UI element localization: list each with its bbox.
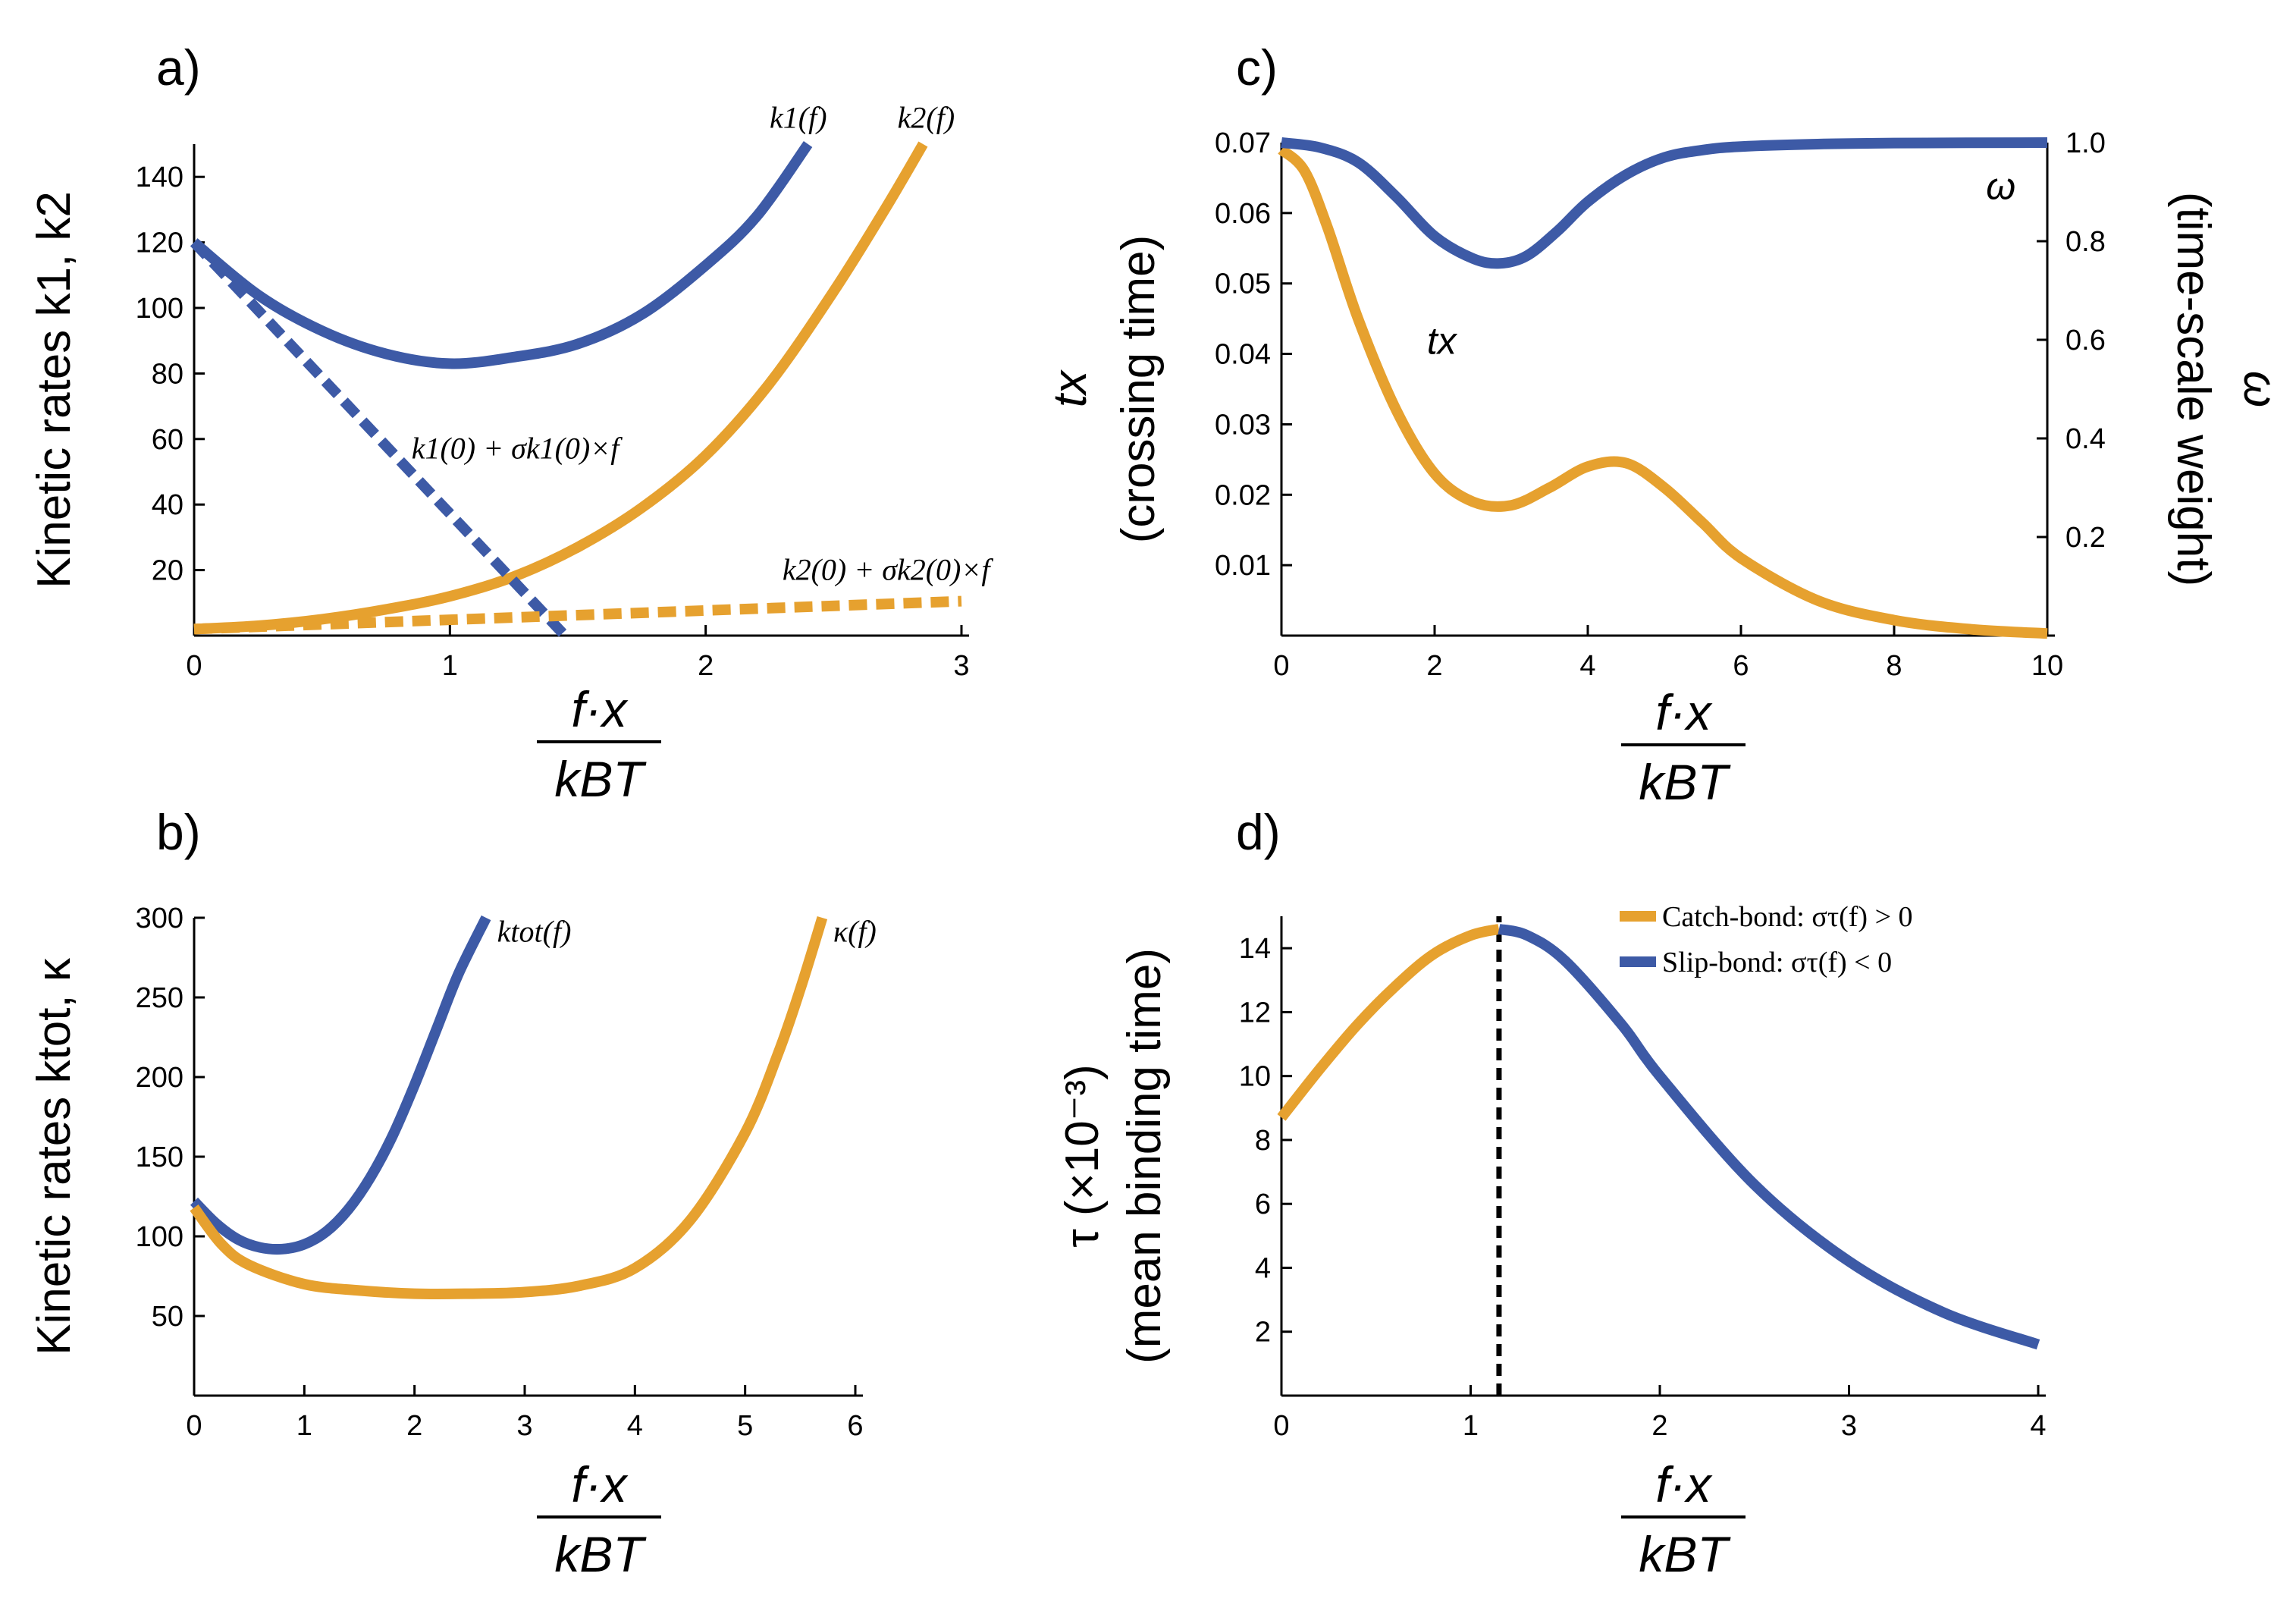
annotation-label: k1(f): [770, 100, 827, 134]
x-axis-label-numerator: f·x: [1655, 684, 1712, 740]
y-tick-label: 300: [136, 903, 183, 934]
y-tick-label: 2: [1255, 1317, 1271, 1349]
y2-tick-label: 1.0: [2065, 127, 2106, 159]
series-line-0-1: [193, 141, 928, 635]
y-tick-label: 150: [136, 1142, 183, 1173]
y-tick-label: 140: [136, 162, 183, 193]
annotation-label: κ(f): [833, 915, 877, 949]
panel-label: a): [156, 39, 201, 96]
annotation-label: ω: [1986, 165, 2015, 207]
panel-a: 0 1 2 3 20 40 60 80 100 120 140 a) Kinetic rates k1,…: [28, 39, 993, 807]
x-tick-label: 3: [1841, 1410, 1857, 1442]
y-axis-sublabel: (crossing time): [1112, 235, 1165, 544]
y-tick-label: 250: [136, 982, 183, 1014]
annotation-label: k2(0) + σk2(0)×f: [783, 553, 994, 587]
x-tick-label: 2: [406, 1410, 422, 1442]
x-axis-label-denominator: kBT: [554, 751, 647, 807]
y-tick-label: 4: [1255, 1252, 1271, 1284]
y-axis-sublabel: (mean binding time): [1118, 948, 1171, 1364]
y-axis-label: τ (×10⁻³): [1056, 1064, 1109, 1248]
x-tick-label: 6: [847, 1410, 863, 1442]
series-line-0-3: [193, 595, 962, 635]
x-tick-label: 3: [516, 1410, 532, 1442]
y-tick-label: 40: [152, 489, 183, 521]
y2-axis-label: ω: [2234, 371, 2286, 407]
x-axis-label-numerator: f·x: [1655, 1456, 1712, 1512]
series-line-2-0: [1278, 145, 2048, 639]
y-tick-label: 0.03: [1215, 409, 1271, 441]
x-tick-label: 2: [1651, 1410, 1667, 1442]
panel-b: 0 1 2 3 4 5 6 50 100 150 200 250 300 b) Kinetic rates …: [28, 804, 877, 1582]
annotation-label: tx: [1427, 320, 1458, 363]
y-axis-label: Kinetic rates ktot, κ: [28, 957, 80, 1355]
y2-tick-label: 0.6: [2065, 325, 2106, 356]
y-tick-label: 50: [152, 1301, 183, 1333]
y-tick-label: 8: [1255, 1125, 1271, 1157]
x-axis-label-numerator: f·x: [571, 681, 628, 737]
y-tick-label: 100: [136, 293, 183, 325]
legend-label: Slip-bond: στ(f) < 0: [1662, 947, 1892, 978]
y-tick-label: 0.06: [1215, 198, 1271, 230]
legend-label: Catch-bond: στ(f) > 0: [1662, 901, 1913, 933]
legend: Catch-bond: στ(f) > 0 Slip-bond: στ(f) < …: [1620, 901, 1913, 978]
x-tick-label: 0: [186, 650, 202, 682]
x-tick-label: 2: [1426, 650, 1442, 682]
y2-axis-sublabel: (time-scale weight): [2167, 192, 2219, 586]
y-tick-label: 0.02: [1215, 479, 1271, 511]
y-tick-label: 20: [152, 555, 183, 587]
series-line-1-0: [190, 915, 491, 1255]
x-tick-label: 5: [737, 1410, 753, 1442]
series-line-3-0: [1277, 924, 1501, 1121]
panel-label: c): [1236, 39, 1278, 96]
y2-tick-label: 0.2: [2065, 522, 2106, 554]
x-axis-label-denominator: kBT: [1639, 1526, 1731, 1582]
y-tick-label: 0.05: [1215, 269, 1271, 300]
y-tick-label: 6: [1255, 1189, 1271, 1220]
y-axis-label: Kinetic rates k1, k2: [28, 191, 80, 589]
x-tick-label: 1: [296, 1410, 312, 1442]
y-tick-label: 12: [1239, 997, 1271, 1029]
x-axis-label-denominator: kBT: [1639, 754, 1731, 810]
x-tick-label: 1: [1463, 1410, 1479, 1442]
annotation-label: ktot(f): [497, 915, 572, 949]
x-tick-label: 0: [1273, 1410, 1289, 1442]
y-axis-label: tx: [1044, 369, 1096, 407]
y-tick-label: 200: [136, 1062, 183, 1094]
x-axis-label-numerator: f·x: [571, 1456, 628, 1512]
y2-tick-label: 0.4: [2065, 423, 2106, 455]
y-tick-label: 60: [152, 424, 183, 456]
series-line-1-1: [190, 915, 828, 1299]
x-tick-label: 0: [1273, 650, 1289, 682]
x-axis-label-denominator: kBT: [554, 1526, 647, 1582]
y2-tick-label: 0.8: [2065, 226, 2106, 258]
series-line-3-1: [1498, 924, 2040, 1350]
panel-label: d): [1236, 804, 1281, 860]
y-tick-label: 0.01: [1215, 550, 1271, 582]
y-tick-label: 14: [1239, 933, 1271, 965]
y-tick-label: 80: [152, 358, 183, 390]
x-tick-label: 4: [2030, 1410, 2046, 1442]
panel-c: 0 2 4 6 8 10 0.01 0.02 0.03 0.04 0.05 0.06 0.07 0.2 0.…: [1044, 39, 2286, 810]
y-tick-label: 0.04: [1215, 339, 1271, 371]
x-tick-label: 0: [186, 1410, 202, 1442]
x-tick-label: 8: [1886, 650, 1902, 682]
panel-label: b): [156, 804, 201, 860]
series-line-0-0: [190, 140, 813, 369]
x-tick-label: 2: [698, 650, 714, 682]
y-tick-label: 0.07: [1215, 127, 1271, 159]
series-line-2-1: [1281, 137, 2048, 269]
x-tick-label: 4: [627, 1410, 643, 1442]
x-tick-label: 10: [2031, 650, 2063, 682]
y-tick-label: 120: [136, 228, 183, 259]
y-tick-label: 10: [1239, 1061, 1271, 1093]
annotation-label: k2(f): [898, 100, 955, 134]
x-tick-label: 4: [1579, 650, 1595, 682]
x-tick-label: 3: [953, 650, 969, 682]
x-tick-label: 6: [1733, 650, 1749, 682]
x-tick-label: 1: [442, 650, 458, 682]
y-tick-label: 100: [136, 1221, 183, 1253]
annotation-label: k1(0) + σk1(0)×f: [412, 432, 623, 466]
